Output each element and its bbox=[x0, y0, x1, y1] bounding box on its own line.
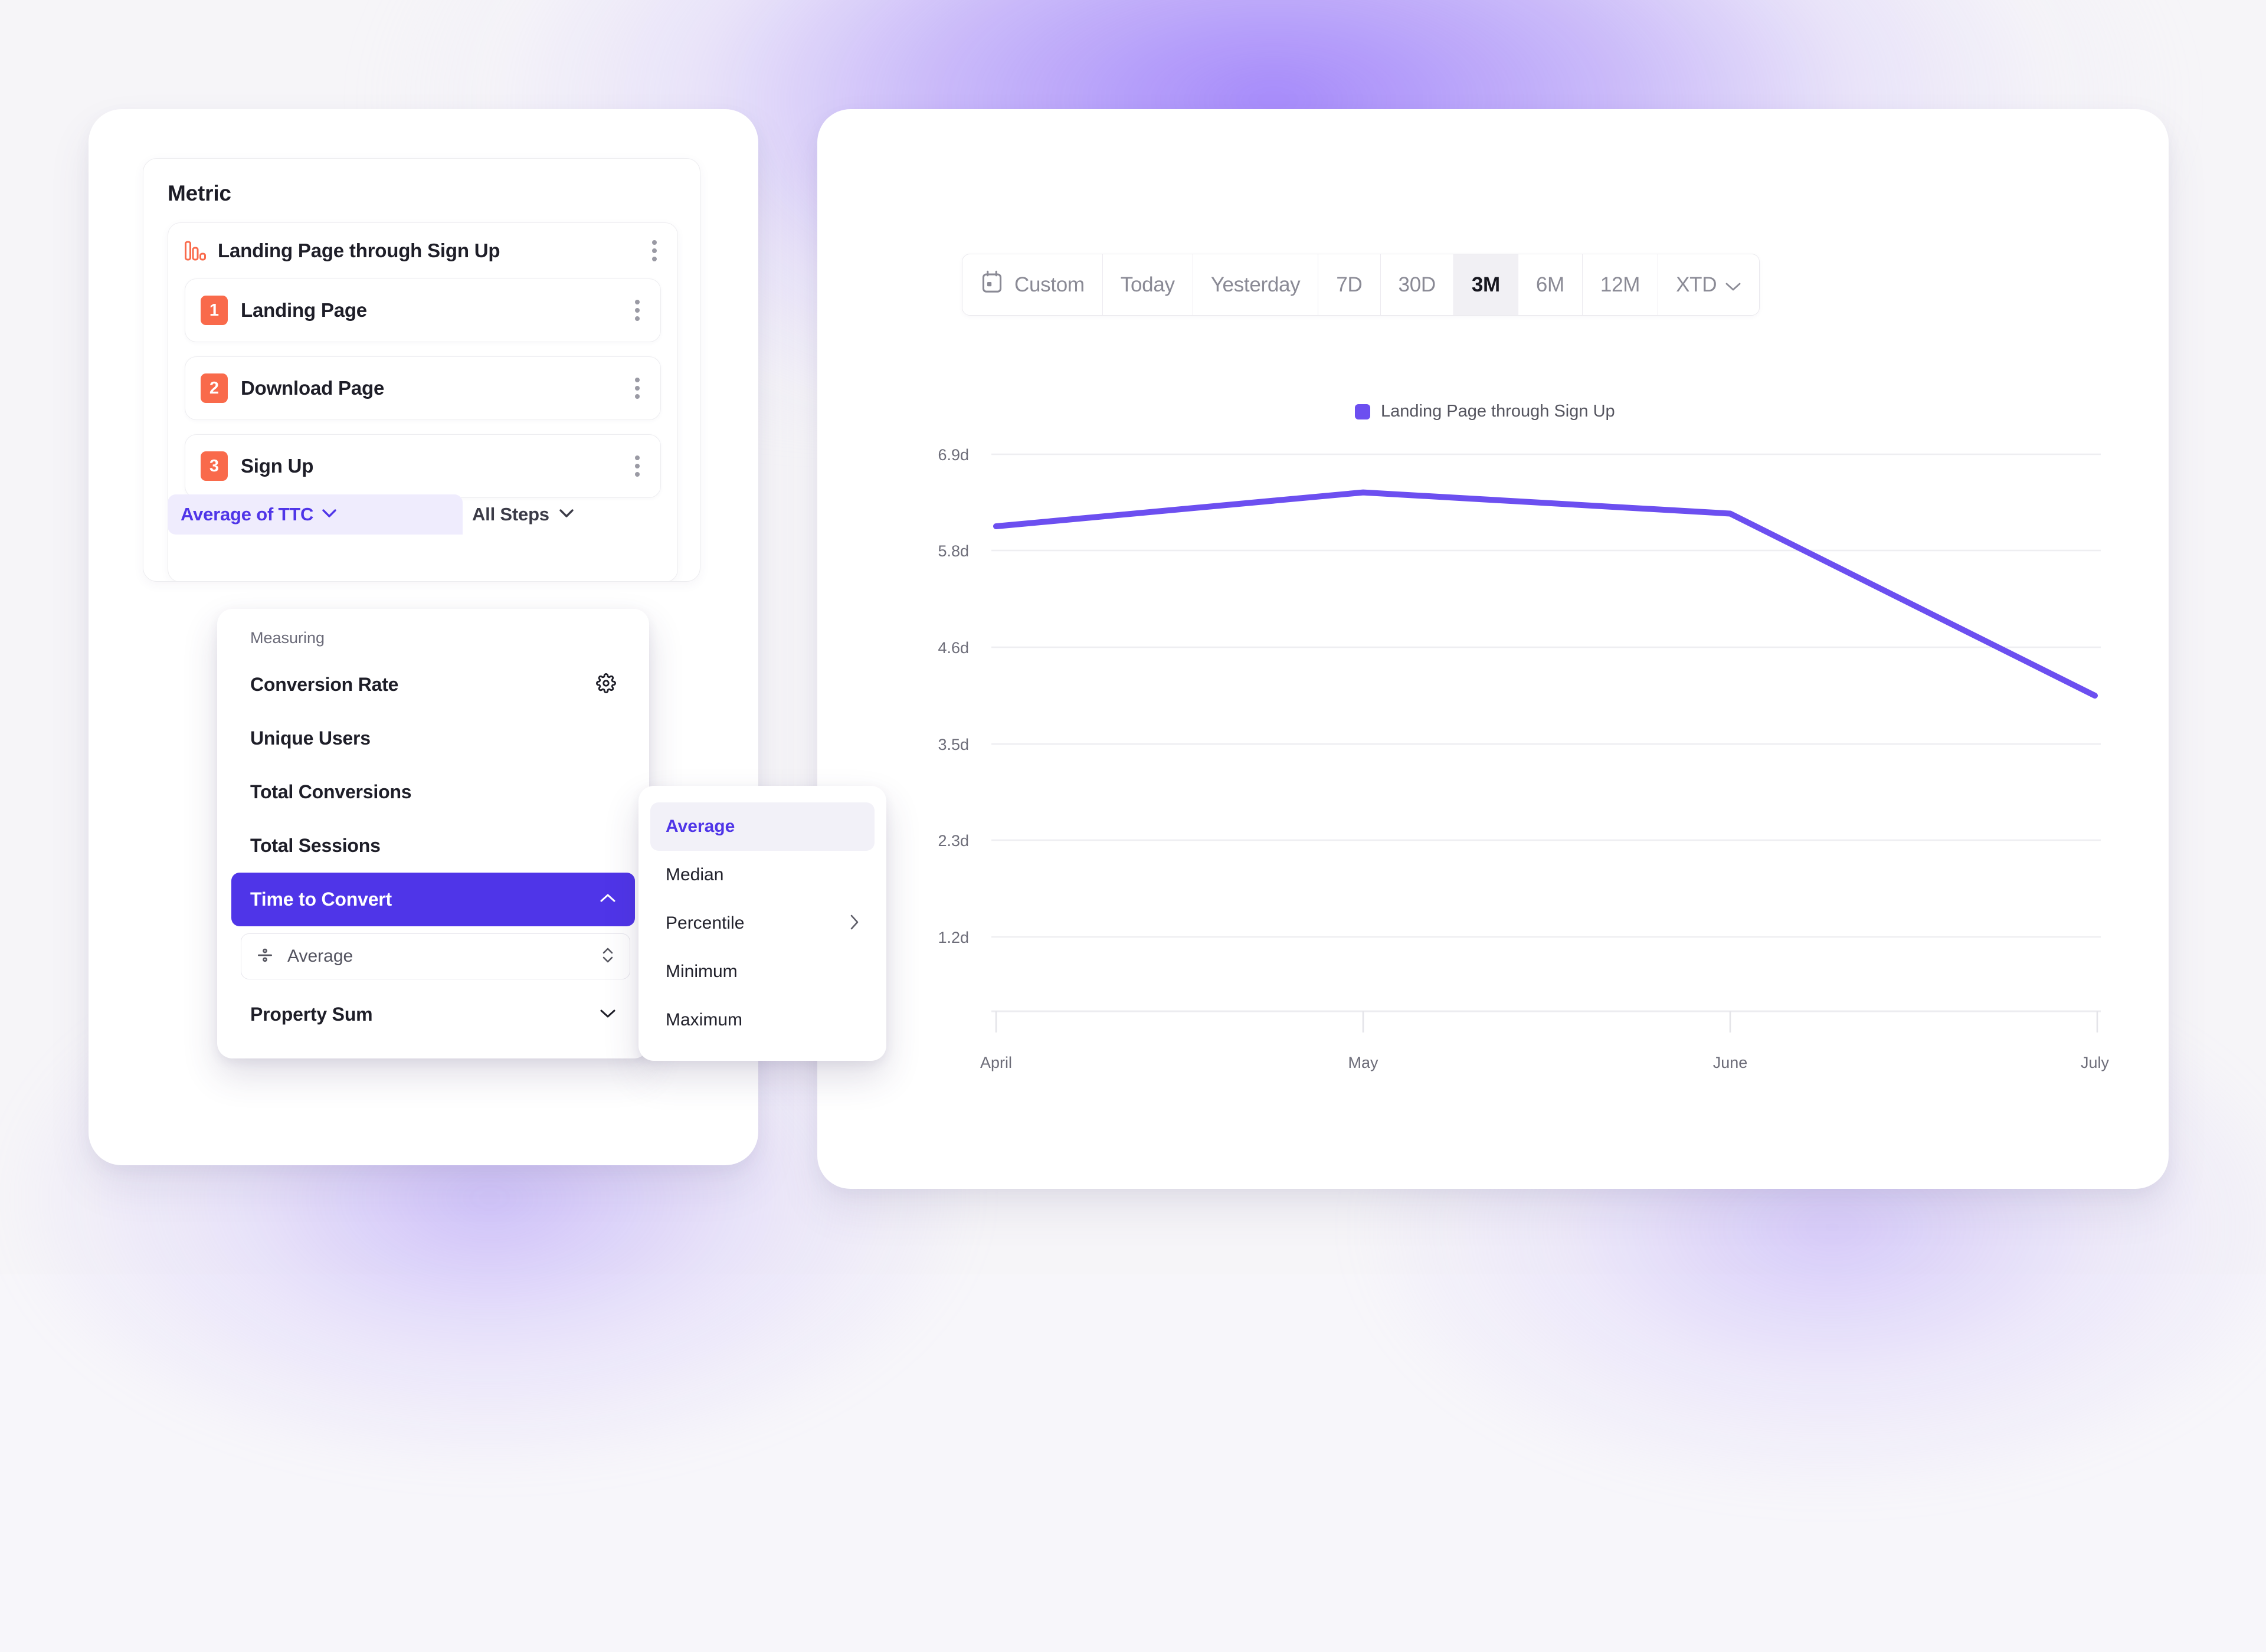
menu-item-label: Total Sessions bbox=[250, 835, 381, 856]
steps-selector-label: All Steps bbox=[472, 504, 549, 525]
calendar-icon bbox=[980, 270, 1004, 300]
chevron-down-icon bbox=[600, 1008, 616, 1021]
metric-card: Metric Landing Page through Sign Up bbox=[143, 158, 700, 582]
submenu-item-median[interactable]: Median bbox=[650, 851, 875, 899]
aggregation-select[interactable]: Average bbox=[241, 933, 630, 979]
submenu-item-minimum[interactable]: Minimum bbox=[650, 948, 875, 996]
range-option-3m[interactable]: 3M bbox=[1453, 254, 1518, 315]
submenu-item-maximum[interactable]: Maximum bbox=[650, 996, 875, 1044]
chevron-down-icon bbox=[559, 509, 574, 521]
chevron-down-icon bbox=[1725, 273, 1741, 297]
step-number-badge: 3 bbox=[201, 451, 228, 481]
funnel-name: Landing Page through Sign Up bbox=[218, 240, 500, 261]
step-label: Sign Up bbox=[241, 455, 314, 477]
steps-selector-button[interactable]: All Steps bbox=[463, 494, 584, 535]
y-tick-label: 4.6d bbox=[938, 639, 969, 657]
page-title: Metric bbox=[168, 181, 231, 205]
submenu-item-average[interactable]: Average bbox=[650, 802, 875, 851]
kebab-menu-icon[interactable] bbox=[651, 240, 657, 262]
gear-icon[interactable] bbox=[596, 673, 616, 696]
funnel-bars-icon bbox=[185, 241, 207, 261]
menu-item-label: Conversion Rate bbox=[250, 674, 399, 695]
menu-item-time-to-convert[interactable]: Time to Convert bbox=[231, 873, 635, 926]
chevron-updown-icon bbox=[601, 945, 614, 968]
divide-icon bbox=[256, 946, 274, 968]
funnel-step-sign-up[interactable]: 3 Sign Up bbox=[185, 434, 661, 498]
y-tick-label: 6.9d bbox=[938, 446, 969, 464]
step-number-badge: 1 bbox=[201, 296, 228, 325]
range-option-7d[interactable]: 7D bbox=[1318, 254, 1381, 315]
range-option-label: Yesterday bbox=[1210, 273, 1301, 296]
kebab-menu-icon[interactable] bbox=[634, 455, 640, 477]
legend-label: Landing Page through Sign Up bbox=[1381, 402, 1615, 421]
time-to-convert-line-chart: 6.9d 5.8d 4.6d 3.5d 2.3d 1.2d April May … bbox=[938, 446, 2110, 1071]
funnel-header[interactable]: Landing Page through Sign Up bbox=[168, 223, 677, 278]
metric-selector-label: Average of TTC bbox=[181, 504, 314, 525]
submenu-item-label: Percentile bbox=[666, 913, 745, 933]
chart-legend: Landing Page through Sign Up bbox=[1355, 402, 1615, 421]
range-option-label: Custom bbox=[1014, 273, 1085, 296]
range-option-label: Today bbox=[1120, 273, 1175, 296]
y-tick-label: 3.5d bbox=[938, 736, 969, 753]
menu-item-property-sum[interactable]: Property Sum bbox=[231, 988, 635, 1041]
range-option-label: 3M bbox=[1471, 273, 1500, 296]
menu-item-unique-users[interactable]: Unique Users bbox=[231, 712, 635, 765]
step-number-badge: 2 bbox=[201, 373, 228, 403]
funnel-step-landing-page[interactable]: 1 Landing Page bbox=[185, 278, 661, 342]
kebab-menu-icon[interactable] bbox=[634, 377, 640, 399]
menu-item-total-conversions[interactable]: Total Conversions bbox=[231, 765, 635, 819]
range-option-label: 6M bbox=[1535, 273, 1564, 296]
menu-item-label: Time to Convert bbox=[250, 889, 392, 910]
menu-item-conversion-rate[interactable]: Conversion Rate bbox=[231, 658, 635, 712]
measuring-caption: Measuring bbox=[250, 629, 325, 647]
step-label: Download Page bbox=[241, 377, 385, 399]
chevron-right-icon bbox=[849, 914, 859, 933]
submenu-item-label: Maximum bbox=[666, 1010, 743, 1030]
range-option-label: 30D bbox=[1398, 273, 1436, 296]
menu-item-label: Property Sum bbox=[250, 1004, 373, 1025]
menu-item-label: Total Conversions bbox=[250, 781, 412, 802]
range-option-custom[interactable]: Custom bbox=[962, 254, 1103, 315]
chevron-down-icon bbox=[322, 509, 337, 521]
chart-y-tick-labels: 6.9d 5.8d 4.6d 3.5d 2.3d 1.2d bbox=[938, 446, 969, 946]
measuring-dropdown-menu: Measuring Conversion Rate Unique Users T… bbox=[217, 609, 649, 1058]
chevron-up-icon bbox=[600, 893, 616, 906]
range-option-6m[interactable]: 6M bbox=[1518, 254, 1583, 315]
aggregation-select-value: Average bbox=[287, 946, 353, 966]
submenu-item-label: Median bbox=[666, 865, 724, 884]
x-tick-label: April bbox=[980, 1054, 1012, 1071]
chart-series-line bbox=[993, 489, 2098, 699]
range-option-30d[interactable]: 30D bbox=[1380, 254, 1454, 315]
submenu-item-label: Average bbox=[666, 817, 735, 836]
menu-item-total-sessions[interactable]: Total Sessions bbox=[231, 819, 635, 873]
y-tick-label: 5.8d bbox=[938, 542, 969, 560]
range-option-xtd[interactable]: XTD bbox=[1658, 254, 1760, 315]
metric-control-bar: Average of TTC All Steps bbox=[168, 492, 678, 537]
submenu-item-label: Minimum bbox=[666, 962, 738, 981]
funnel-step-download-page[interactable]: 2 Download Page bbox=[185, 356, 661, 420]
metric-selector-button[interactable]: Average of TTC bbox=[168, 494, 463, 535]
range-option-label: 7D bbox=[1336, 273, 1363, 296]
y-tick-label: 1.2d bbox=[938, 929, 969, 946]
chart-gridlines bbox=[991, 453, 2101, 938]
chart-panel: Custom Today Yesterday 7D 30D 3M 6M 12M … bbox=[817, 109, 2169, 1189]
date-range-selector: Custom Today Yesterday 7D 30D 3M 6M 12M … bbox=[962, 254, 1760, 316]
x-tick-label: July bbox=[2081, 1054, 2110, 1071]
range-option-yesterday[interactable]: Yesterday bbox=[1193, 254, 1319, 315]
range-option-12m[interactable]: 12M bbox=[1582, 254, 1659, 315]
step-label: Landing Page bbox=[241, 299, 367, 321]
range-option-label: 12M bbox=[1600, 273, 1640, 296]
kebab-menu-icon[interactable] bbox=[634, 299, 640, 322]
range-option-label: XTD bbox=[1676, 273, 1717, 296]
x-tick-label: May bbox=[1348, 1054, 1378, 1071]
x-tick-label: June bbox=[1713, 1054, 1748, 1071]
legend-swatch-icon bbox=[1355, 404, 1370, 419]
range-option-today[interactable]: Today bbox=[1102, 254, 1193, 315]
aggregation-submenu: Average Median Percentile Minimum Maximu… bbox=[638, 786, 886, 1061]
chart-axis-baseline bbox=[991, 1010, 2101, 1032]
menu-item-label: Unique Users bbox=[250, 727, 371, 749]
submenu-item-percentile[interactable]: Percentile bbox=[650, 899, 875, 948]
chart-x-tick-labels: April May June July bbox=[980, 1054, 2110, 1071]
y-tick-label: 2.3d bbox=[938, 832, 969, 850]
